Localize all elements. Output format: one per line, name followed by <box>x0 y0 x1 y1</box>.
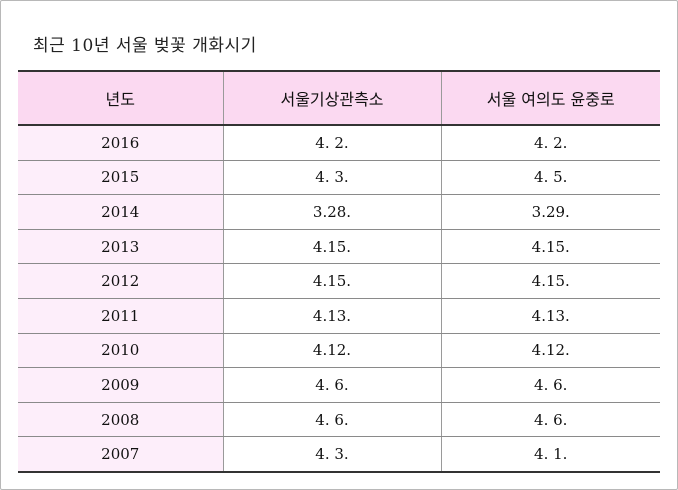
table-row: 2011 4.13. 4.13. <box>18 298 660 334</box>
bloom-table: 년도 서울기상관측소 서울 여의도 윤중로 2016 4. 2. 4. 2. 2… <box>18 70 660 473</box>
table-row: 2012 4.15. 4.15. <box>18 263 660 299</box>
observatory-date-cell: 4.15. <box>223 263 442 299</box>
year-cell: 2010 <box>18 333 224 369</box>
year-cell: 2016 <box>18 125 224 161</box>
observatory-date-cell: 4.12. <box>223 333 442 369</box>
year-cell: 2013 <box>18 229 224 265</box>
header-seoul-observatory: 서울기상관측소 <box>223 71 442 126</box>
yeouido-date-cell: 4.13. <box>441 298 660 334</box>
yeouido-date-cell: 4. 6. <box>441 402 660 438</box>
observatory-date-cell: 4. 6. <box>223 402 442 438</box>
yeouido-date-cell: 4. 6. <box>441 367 660 403</box>
table-row: 2009 4. 6. 4. 6. <box>18 367 660 403</box>
table-row: 2014 3.28. 3.29. <box>18 194 660 230</box>
observatory-date-cell: 4. 3. <box>223 160 442 196</box>
observatory-date-cell: 4.13. <box>223 298 442 334</box>
year-cell: 2007 <box>18 436 224 473</box>
year-cell: 2009 <box>18 367 224 403</box>
observatory-date-cell: 4. 2. <box>223 125 442 161</box>
observatory-date-cell: 4.15. <box>223 229 442 265</box>
yeouido-date-cell: 3.29. <box>441 194 660 230</box>
table-row: 2010 4.12. 4.12. <box>18 333 660 369</box>
page-title: 최근 10년 서울 벚꽃 개화시기 <box>33 36 257 56</box>
yeouido-date-cell: 4.15. <box>441 263 660 299</box>
yeouido-date-cell: 4.15. <box>441 229 660 265</box>
table-row: 2016 4. 2. 4. 2. <box>18 125 660 161</box>
yeouido-date-cell: 4. 2. <box>441 125 660 161</box>
table-row: 2015 4. 3. 4. 5. <box>18 160 660 196</box>
year-cell: 2008 <box>18 402 224 438</box>
table-row: 2008 4. 6. 4. 6. <box>18 402 660 438</box>
table-row: 2013 4.15. 4.15. <box>18 229 660 265</box>
yeouido-date-cell: 4. 5. <box>441 160 660 196</box>
table-row: 2007 4. 3. 4. 1. <box>18 436 660 473</box>
observatory-date-cell: 4. 3. <box>223 436 442 473</box>
year-cell: 2014 <box>18 194 224 230</box>
year-cell: 2011 <box>18 298 224 334</box>
year-cell: 2015 <box>18 160 224 196</box>
yeouido-date-cell: 4.12. <box>441 333 660 369</box>
header-year: 년도 <box>18 71 224 126</box>
header-yeouido-yunjungro: 서울 여의도 윤중로 <box>441 71 660 126</box>
year-cell: 2012 <box>18 263 224 299</box>
yeouido-date-cell: 4. 1. <box>441 436 660 473</box>
table-header-row: 년도 서울기상관측소 서울 여의도 윤중로 <box>18 71 660 126</box>
observatory-date-cell: 3.28. <box>223 194 442 230</box>
observatory-date-cell: 4. 6. <box>223 367 442 403</box>
